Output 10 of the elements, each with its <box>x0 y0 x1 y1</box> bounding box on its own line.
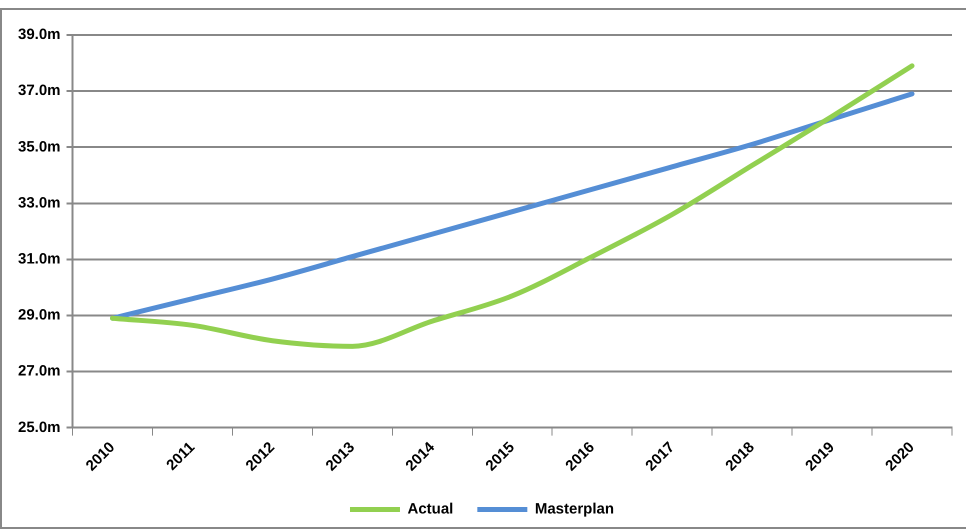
y-tick-label: 35.0m <box>18 138 61 156</box>
y-tick-label: 29.0m <box>18 306 61 324</box>
y-tick-label: 33.0m <box>18 194 61 212</box>
y-tick-label: 37.0m <box>18 82 61 100</box>
y-tick-label: 25.0m <box>18 418 61 436</box>
legend-label: Actual <box>407 500 454 518</box>
y-tick-label: 27.0m <box>18 362 61 380</box>
y-tick-label: 39.0m <box>18 26 61 44</box>
y-tick-label: 31.0m <box>18 250 61 268</box>
legend-label: Masterplan <box>534 500 614 518</box>
